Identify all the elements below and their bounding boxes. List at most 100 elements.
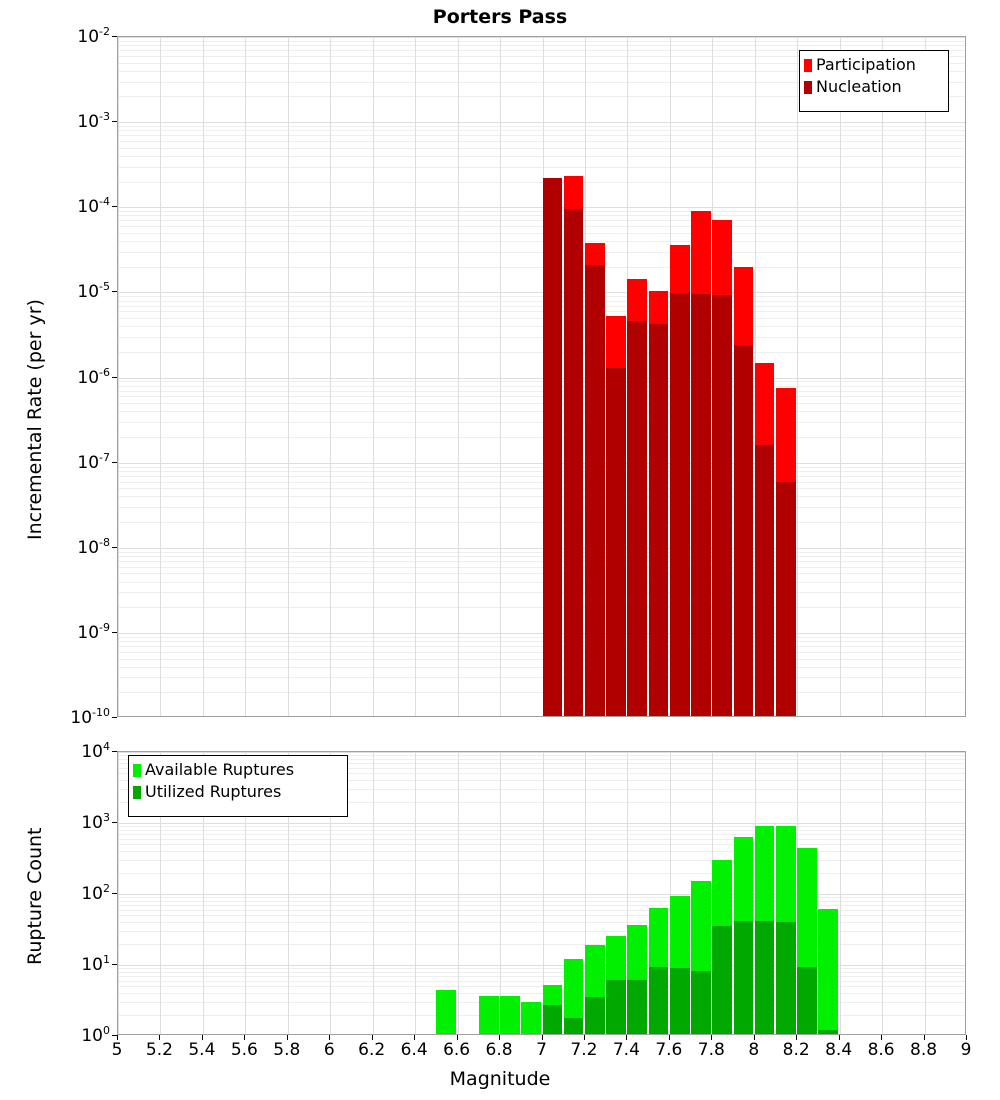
y-axis-tick-label: 10-2 (48, 26, 110, 46)
gridline-horizontal (118, 993, 965, 994)
gridline-horizontal (118, 986, 965, 987)
legend-item-available-ruptures: Available Ruptures (133, 759, 341, 781)
tick-exponent: 3 (103, 811, 110, 825)
bar-total (818, 908, 839, 1034)
gridline-horizontal (118, 337, 965, 338)
tick-mantissa: 10 (81, 954, 103, 975)
gridline-vertical (415, 752, 416, 1034)
gridline-horizontal (118, 552, 965, 553)
bar-sub (797, 966, 817, 1034)
gridline-horizontal (118, 391, 965, 392)
y-axis-tick-label: 10-5 (48, 282, 110, 302)
gridline-horizontal (118, 82, 965, 83)
gridline-horizontal (118, 437, 965, 438)
x-axis-tick-label: 7.2 (570, 1040, 598, 1060)
gridline-horizontal (118, 759, 965, 760)
x-axis-tick-label: 5.8 (273, 1040, 301, 1060)
y-axis-tickmark (112, 632, 117, 633)
gridline-horizontal (118, 135, 965, 136)
tick-mantissa: 10 (77, 282, 100, 303)
x-axis-tick-label: 7.4 (612, 1040, 640, 1060)
tick-mantissa: 10 (81, 1025, 103, 1046)
x-axis-label: Magnitude (449, 1068, 551, 1090)
bar-sub (563, 209, 584, 716)
gridline-horizontal (118, 1002, 965, 1003)
x-axis-tickmark (202, 1035, 203, 1040)
incremental-rate-plot (117, 36, 966, 717)
gridline-horizontal (118, 220, 965, 221)
y-axis-tick-label: 10-3 (48, 111, 110, 131)
tick-exponent: -2 (99, 25, 110, 39)
x-axis-tickmark (159, 1035, 160, 1040)
bar-sub (712, 925, 733, 1034)
gridline-vertical (330, 752, 331, 1034)
gridline-horizontal (118, 556, 965, 557)
bar-sub (691, 294, 711, 716)
gridline-vertical (330, 37, 331, 716)
gridline-horizontal (118, 972, 965, 973)
gridline-horizontal (118, 894, 965, 895)
gridline-horizontal (118, 411, 965, 412)
gridline-horizontal (118, 233, 965, 234)
tick-exponent: 1 (103, 953, 110, 967)
top-legend: Participation Nucleation (799, 50, 949, 112)
gridline-horizontal (118, 646, 965, 647)
tick-exponent: -6 (99, 365, 110, 379)
gridline-horizontal (118, 482, 965, 483)
x-axis-tick-label: 8.6 (867, 1040, 895, 1060)
y-axis-tickmark (112, 206, 117, 207)
gridline-horizontal (118, 37, 965, 38)
gridline-vertical (882, 37, 883, 716)
gridline-horizontal (118, 768, 965, 769)
x-axis-tickmark (244, 1035, 245, 1040)
bar-total (478, 995, 499, 1034)
gridline-horizontal (118, 267, 965, 268)
x-axis-tick-label: 8 (748, 1040, 760, 1060)
gridline-horizontal (118, 692, 965, 693)
legend-item-participation: Participation (804, 54, 942, 76)
y-axis-tickmark (112, 121, 117, 122)
legend-label-available-ruptures: Available Ruptures (145, 760, 295, 779)
tick-exponent: -8 (99, 535, 110, 549)
gridline-vertical (118, 752, 119, 1034)
gridline-horizontal (118, 915, 965, 916)
bottom-y-axis-label: Rupture Count (24, 827, 46, 966)
gridline-vertical (840, 37, 841, 716)
gridline-horizontal (118, 752, 965, 753)
gridline-horizontal (118, 677, 965, 678)
bar-sub (712, 295, 733, 716)
gridline-horizontal (118, 931, 965, 932)
y-axis-tickmark (112, 717, 117, 718)
gridline-horizontal (118, 126, 965, 127)
bar-sub (754, 921, 775, 1034)
top-y-axis-label: Incremental Rate (per yr) (24, 299, 46, 540)
gridline-horizontal (118, 633, 965, 634)
gridline-horizontal (118, 63, 965, 64)
gridline-horizontal (118, 41, 965, 42)
gridline-horizontal (118, 156, 965, 157)
gridline-horizontal (118, 311, 965, 312)
gridline-horizontal (118, 976, 965, 977)
gridline-horizontal (118, 301, 965, 302)
tick-exponent: -10 (92, 706, 110, 720)
x-axis-tickmark (754, 1035, 755, 1040)
gridline-vertical (288, 752, 289, 1034)
gridline-horizontal (118, 471, 965, 472)
gridline-horizontal (118, 488, 965, 489)
bar-sub (648, 966, 669, 1034)
gridline-vertical (585, 752, 586, 1034)
tick-mantissa: 10 (77, 111, 100, 132)
tick-exponent: -4 (99, 195, 110, 209)
available-ruptures-swatch (133, 763, 141, 777)
y-axis-tick-label: 10-6 (48, 367, 110, 387)
y-axis-tickmark (112, 964, 117, 965)
x-axis-tickmark (457, 1035, 458, 1040)
gridline-horizontal (118, 834, 965, 835)
x-axis-tickmark (711, 1035, 712, 1040)
gridline-horizontal (118, 823, 965, 824)
gridline-horizontal (118, 386, 965, 387)
y-axis-tick-label: 10-4 (48, 196, 110, 216)
gridline-horizontal (118, 292, 965, 293)
gridline-vertical (203, 37, 204, 716)
x-axis-tick-label: 7.8 (697, 1040, 725, 1060)
